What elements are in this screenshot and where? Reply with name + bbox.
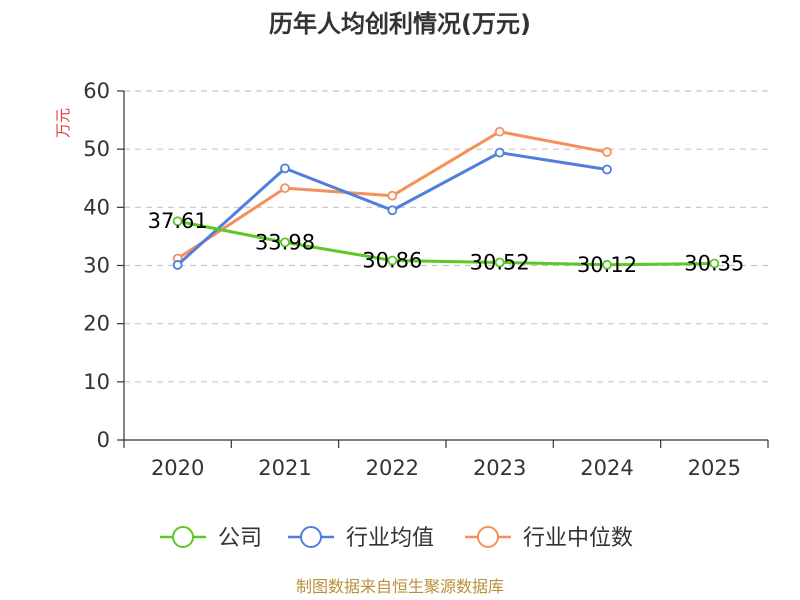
series-2-point-2021 — [280, 183, 290, 194]
legend-marker-1 — [300, 526, 322, 548]
legend-label-1: 行业均值 — [346, 526, 434, 551]
y-tick-label-40: 40 — [83, 195, 110, 219]
series-0-point-2021 — [280, 237, 290, 248]
series-2-point-2023 — [494, 126, 505, 137]
grid-lines — [124, 90, 768, 383]
series-0-point-2020 — [172, 216, 183, 227]
data-labels: 37.61 33.98 30.86 30.52 30.12 30.35 — [148, 209, 745, 277]
series-0-point-2023 — [494, 257, 505, 268]
data-label-2020: 37.61 — [148, 209, 208, 233]
y-tick-label-20: 20 — [83, 312, 110, 336]
x-tick-label-2022: 2022 — [366, 456, 419, 480]
series-layer — [172, 126, 720, 270]
x-tick-label-2025: 2025 — [688, 456, 741, 480]
x-tick-label-2021: 2021 — [258, 456, 311, 480]
data-label-2023: 30.52 — [470, 250, 530, 274]
x-tick-label-2023: 2023 — [473, 456, 526, 480]
data-label-2024: 30.12 — [577, 253, 637, 277]
series-0-point-2024 — [602, 259, 612, 270]
series-2-point-2024 — [602, 147, 612, 157]
data-label-2025: 30.35 — [684, 251, 744, 275]
chart-title: 历年人均创利情况(万元) — [269, 10, 531, 38]
series-2-point-2022 — [387, 190, 398, 201]
legend-marker-2 — [477, 526, 499, 548]
source-note: 制图数据来自恒生聚源数据库 — [296, 577, 504, 596]
legend: 公司 行业均值 行业中位数 — [160, 526, 633, 551]
legend-marker-0 — [172, 526, 194, 548]
data-label-2022: 30.86 — [362, 248, 422, 272]
series-line-0 — [177, 219, 715, 267]
y-axis-label: 万元 — [54, 108, 72, 138]
legend-label-0: 公司 — [218, 526, 262, 551]
series-1-point-2020 — [172, 260, 183, 270]
y-tick-label-10: 10 — [83, 370, 110, 394]
series-0-point-2025 — [709, 258, 720, 269]
y-tick-label-0: 0 — [97, 428, 110, 452]
series-1-point-2021 — [280, 163, 290, 174]
axes: 0 10 20 30 40 50 60 2020 2021 2022 2023 2024 2025 — [83, 79, 769, 480]
series-1-point-2024 — [602, 164, 612, 175]
series-1-point-2022 — [387, 205, 398, 216]
data-label-2021: 33.98 — [255, 230, 315, 254]
y-tick-label-30: 30 — [83, 254, 110, 278]
y-tick-label-60: 60 — [83, 79, 110, 103]
x-tick-label-2020: 2020 — [151, 456, 204, 480]
x-tick-label-2024: 2024 — [580, 456, 633, 480]
series-0-point-2022 — [387, 255, 398, 266]
y-tick-label-50: 50 — [83, 137, 110, 161]
legend-label-2: 行业中位数 — [523, 526, 633, 551]
series-1-point-2023 — [494, 147, 505, 158]
